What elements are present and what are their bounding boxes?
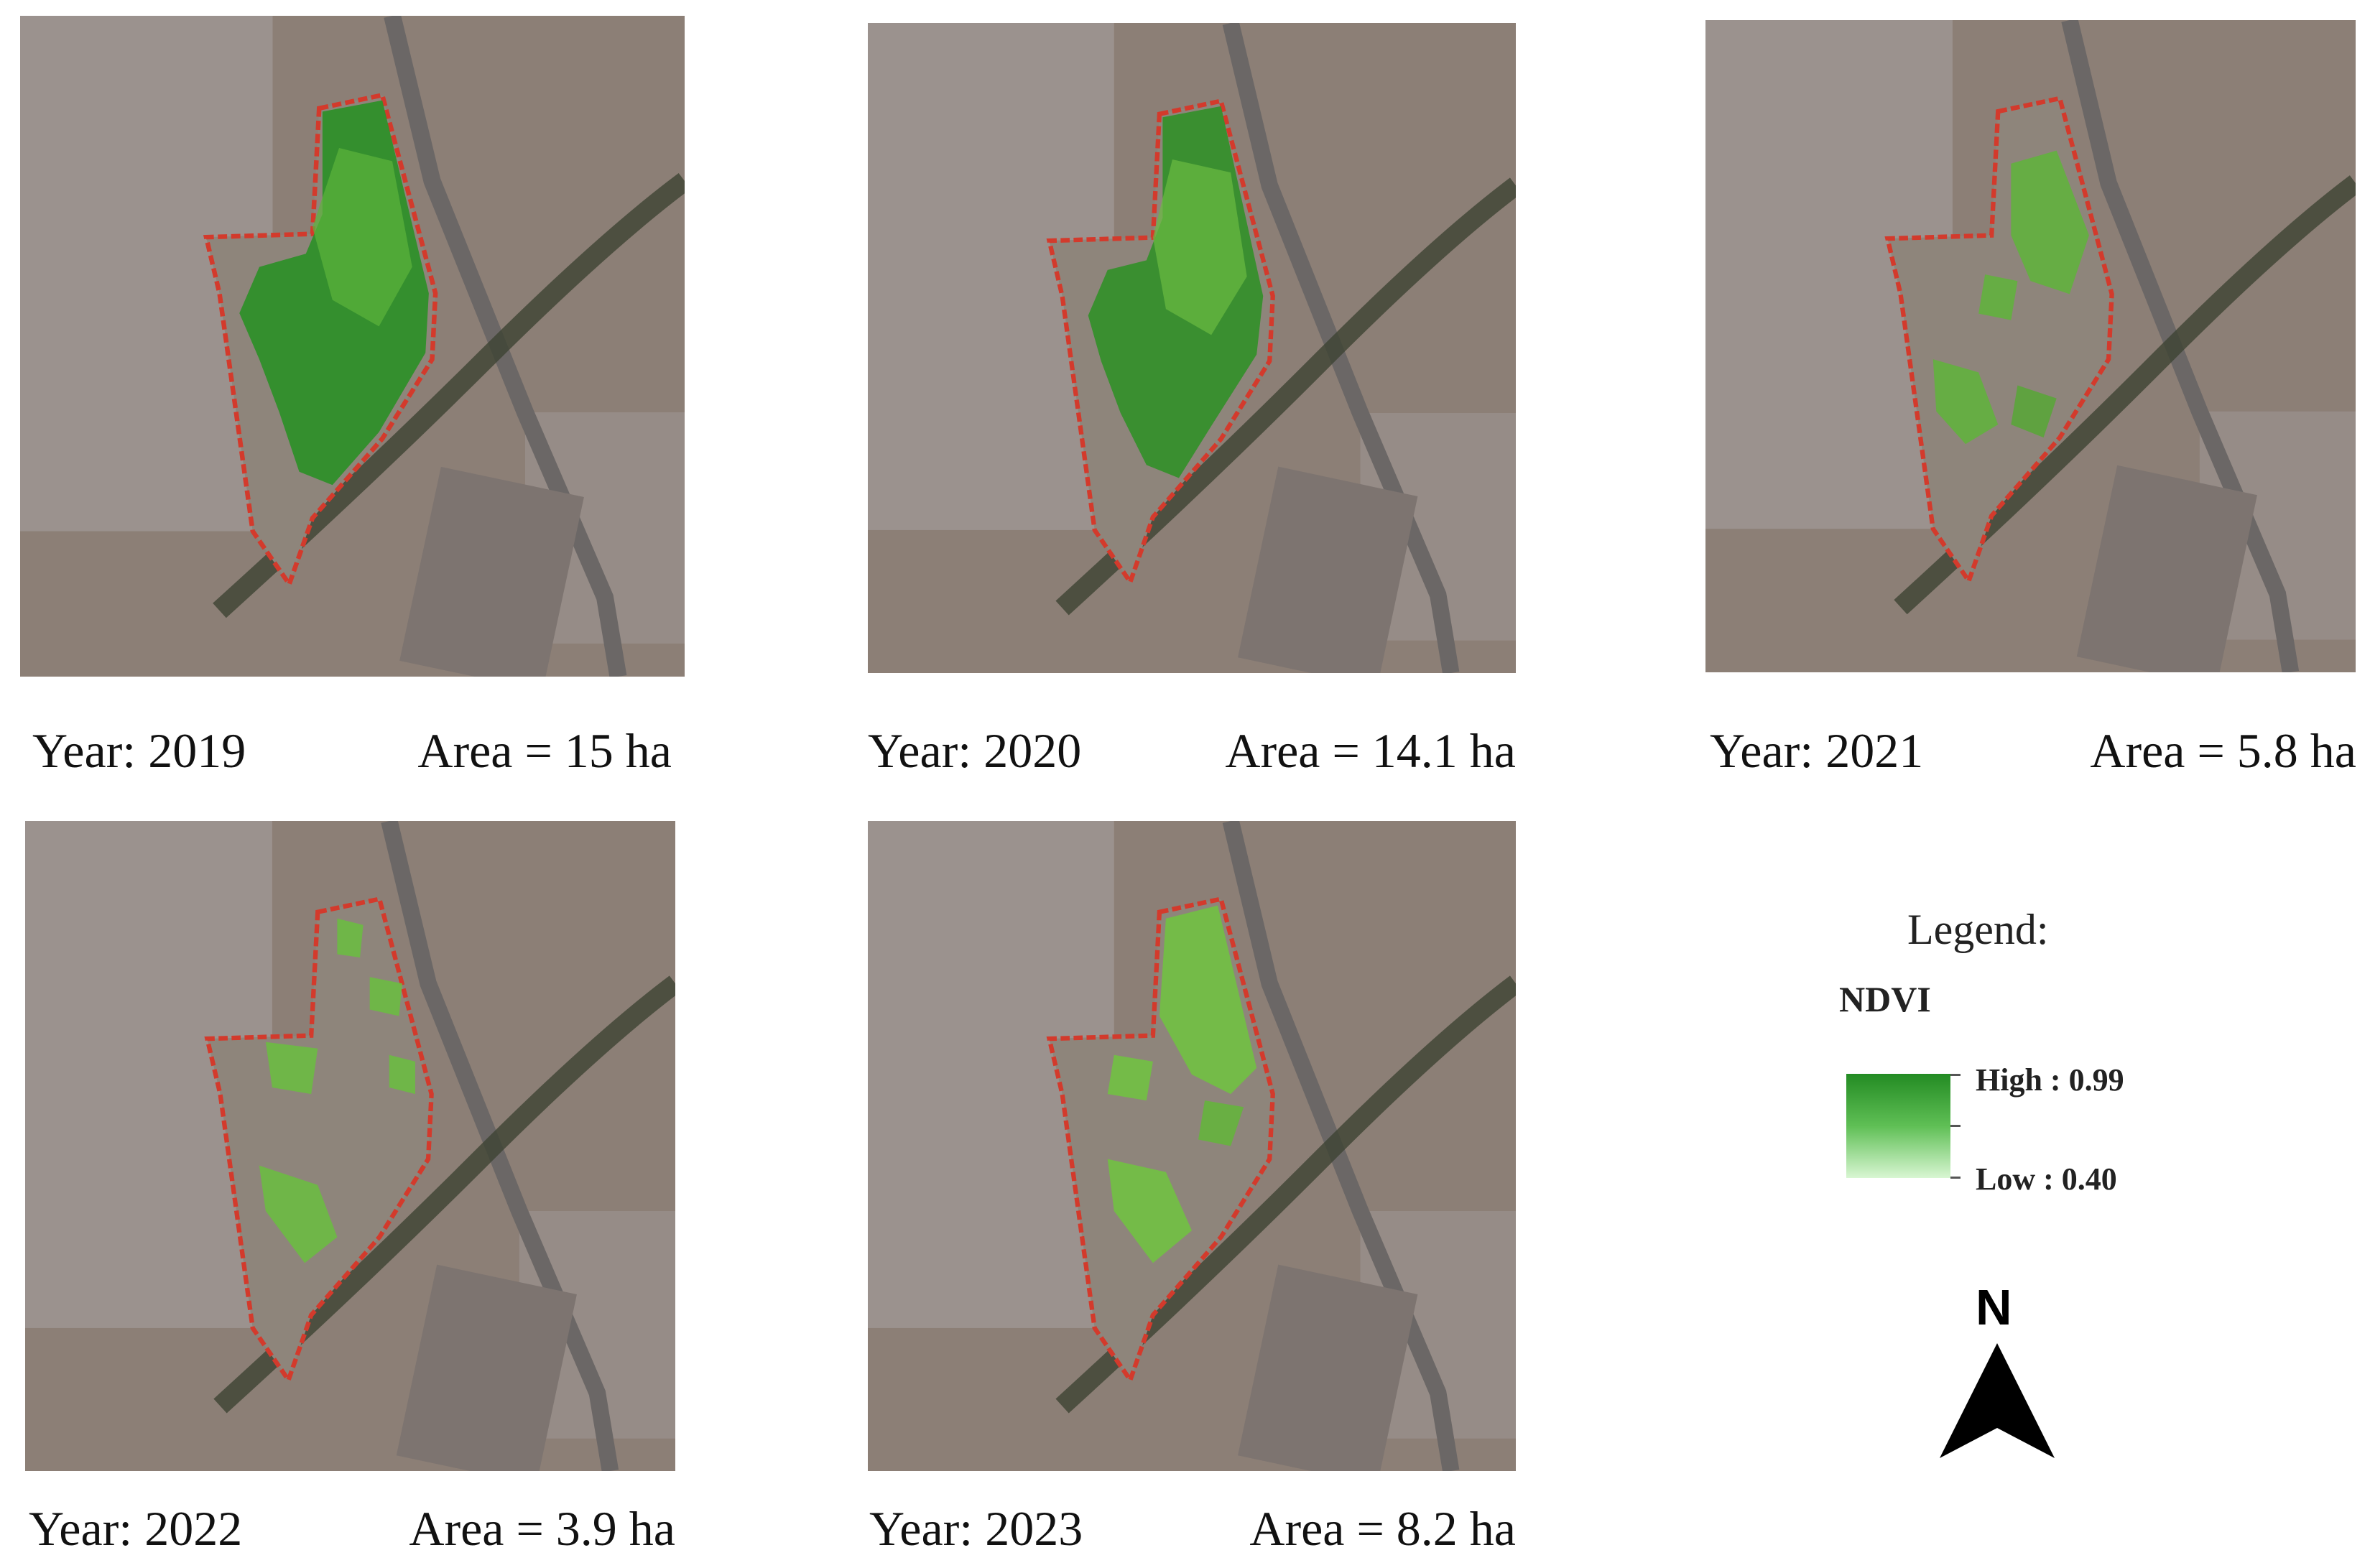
satellite-map-2022: [25, 821, 675, 1471]
vegetation-overlay: [265, 1042, 318, 1095]
area-label: Area = 8.2 ha: [1249, 1500, 1516, 1556]
north-arrow-icon: [1940, 1343, 2055, 1458]
year-label: Year: 2022: [29, 1500, 243, 1556]
satellite-image: [868, 821, 1516, 1471]
year-label: Year: 2023: [869, 1500, 1083, 1556]
area-label: Area = 15 ha: [417, 723, 672, 778]
vegetation-overlay: [2011, 150, 2089, 294]
satellite-map-2023: [868, 821, 1516, 1471]
satellite-map-2020: [868, 23, 1516, 673]
satellite-image: [1705, 20, 2356, 672]
vegetation-overlay: [1159, 905, 1257, 1095]
satellite-map-2021: [1705, 20, 2356, 672]
satellite-map-2019: [20, 16, 685, 677]
satellite-image: [20, 16, 685, 677]
year-label: Year: 2019: [32, 723, 246, 778]
area-label: Area = 3.9 ha: [409, 1500, 675, 1556]
satellite-image: [25, 821, 675, 1471]
map-legend: Legend: NDVI High : 0.99 Low : 0.40 N: [1739, 891, 2285, 1465]
satellite-image: [868, 23, 1516, 673]
year-label: Year: 2021: [1710, 723, 1924, 778]
year-label: Year: 2020: [868, 723, 1082, 778]
ramp-tick-low: [1950, 1177, 1961, 1179]
ndvi-color-ramp: [1846, 1074, 1950, 1178]
area-label: Area = 14.1 ha: [1225, 723, 1516, 778]
ramp-tick-mid: [1950, 1125, 1961, 1127]
legend-low-label: Low : 0.40: [1976, 1161, 2117, 1197]
north-label: N: [1976, 1279, 2012, 1335]
ramp-tick-high: [1950, 1074, 1961, 1076]
legend-high-label: High : 0.99: [1976, 1062, 2124, 1098]
legend-title: Legend:: [1907, 906, 2049, 953]
area-label: Area = 5.8 ha: [2090, 723, 2356, 778]
legend-variable-label: NDVI: [1839, 979, 1931, 1019]
